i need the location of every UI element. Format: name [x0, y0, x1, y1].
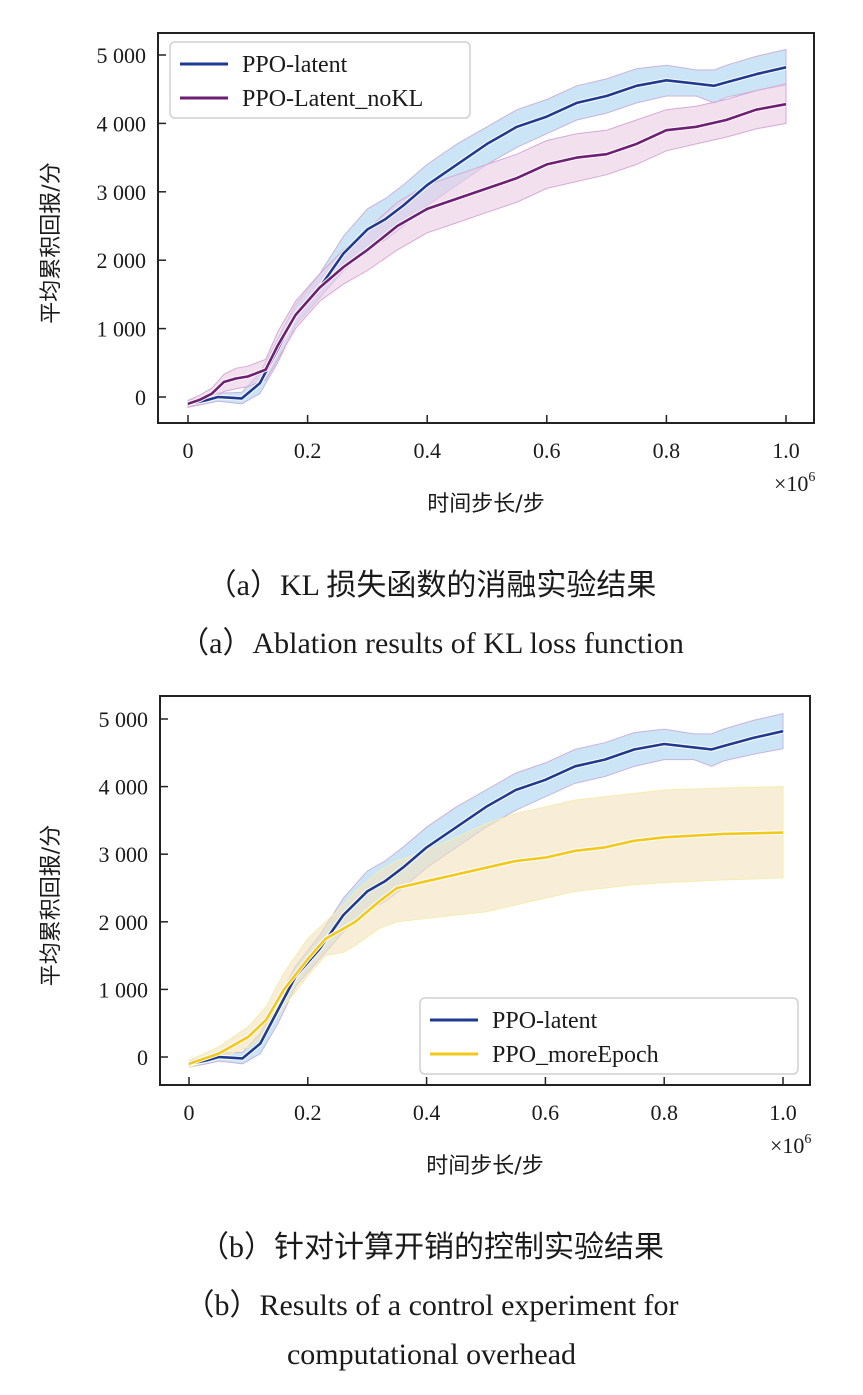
y-tick-label: 5 000 — [97, 43, 147, 68]
y-tick-label: 0 — [135, 385, 146, 410]
x-tick-label: 0.4 — [413, 438, 441, 463]
y-tick-label: 0 — [137, 1045, 148, 1070]
x-tick-label: 0.2 — [294, 438, 322, 463]
y-tick-label: 2 000 — [97, 248, 147, 273]
legend-label: PPO-latent — [492, 1008, 598, 1034]
legend-box — [419, 997, 799, 1075]
x-tick-label: 1.0 — [772, 438, 800, 463]
y-tick-label: 4 000 — [97, 111, 147, 136]
x-tick-label: 0.2 — [294, 1100, 322, 1125]
legend-label: PPO-Latent_noKL — [242, 86, 423, 112]
x-tick-label: 0 — [183, 438, 194, 463]
y-tick-label: 3 000 — [99, 842, 149, 867]
legend: PPO-latent PPO_moreEpoch — [419, 997, 799, 1075]
legend-label: PPO_moreEpoch — [492, 1042, 659, 1068]
legend-label: PPO-latent — [242, 52, 348, 78]
y-axis-label: 平均累积回报/分 — [39, 162, 64, 323]
x-axis-label: 时间步长/步 — [427, 492, 544, 517]
plot-frame — [159, 695, 811, 1086]
caption-b-chinese: （b）针对计算开销的控制实验结果 — [199, 1231, 664, 1264]
y-tick-label: 5 000 — [99, 707, 149, 732]
legend-box — [169, 41, 471, 119]
y-tick-label: 3 000 — [97, 180, 147, 205]
caption-a-chinese: （a）KL 损失函数的消融实验结果 — [206, 569, 657, 602]
line-ppo-moreepoch — [188, 831, 784, 1066]
band-ppo-moreepoch — [188, 786, 784, 1068]
plot-frame — [157, 32, 815, 424]
line-ppo-latent — [188, 729, 784, 1066]
y-axis-label: 平均累积回报/分 — [39, 825, 64, 986]
legend: PPO-latent PPO-Latent_noKL — [169, 41, 471, 119]
line-ppo-latent-nokl — [187, 102, 787, 406]
chart-b: 0 1 000 2 000 3 000 4 000 5 000 0 0.2 0.4 0.6 0.8 1… — [39, 695, 811, 1179]
x-tick-label: 0.6 — [532, 1100, 560, 1125]
caption-a-english: （a）Ablation results of KL loss function — [179, 627, 684, 660]
caption-b-english-line1: （b）Results of a control experiment for — [184, 1289, 679, 1322]
y-tick-label: 1 000 — [97, 317, 147, 342]
x-tick-label: 0.6 — [533, 438, 561, 463]
x-axis-label: 时间步长/步 — [426, 1154, 543, 1179]
y-tick-label: 1 000 — [99, 977, 149, 1002]
x-tick-label: 0 — [184, 1100, 195, 1125]
y-tick-label: 4 000 — [99, 775, 149, 800]
x-tick-label: 0.4 — [413, 1100, 441, 1125]
x-tick-label: 1.0 — [769, 1100, 797, 1125]
x-multiplier: ×106 — [774, 470, 815, 496]
x-multiplier: ×106 — [770, 1132, 811, 1158]
x-tick-label: 0.8 — [650, 1100, 678, 1125]
caption-b-english-line2: computational overhead — [286, 1338, 577, 1371]
chart-a: 0 1 000 2 000 3 000 4 000 5 000 0 0.2 0.4 0.6 0.8 1… — [39, 32, 815, 517]
y-tick-label: 2 000 — [99, 910, 149, 935]
x-tick-label: 0.8 — [653, 438, 681, 463]
line-ppo-latent — [187, 66, 787, 406]
